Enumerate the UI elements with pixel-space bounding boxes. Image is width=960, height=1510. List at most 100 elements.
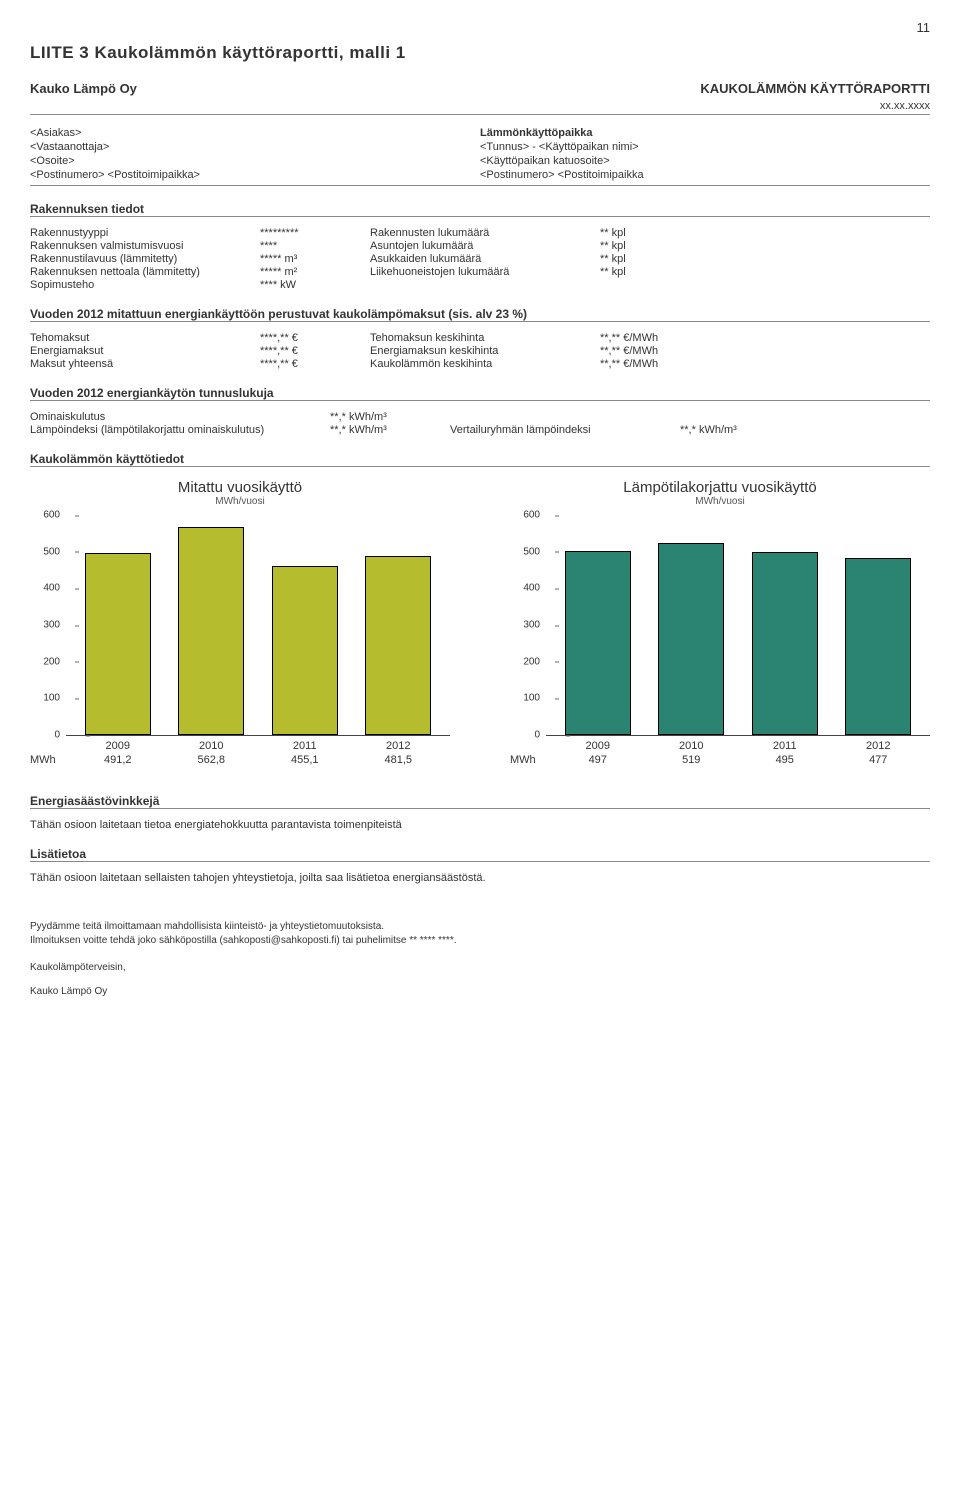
cell: Rakennustilavuus (lämmitetty) — [30, 253, 260, 265]
cell: Liikehuoneistojen lukumäärä — [370, 266, 600, 278]
section-rakennus-title: Rakennuksen tiedot — [30, 202, 930, 217]
info-block: <Asiakas><Vastaanottaja><Osoite><Postinu… — [30, 127, 930, 183]
energiasaasto-text: Tähän osioon laitetaan tietoa energiateh… — [30, 819, 930, 831]
bar — [658, 543, 724, 735]
data-row: Rakennuksen valmistumisvuosi****Asuntoje… — [30, 240, 930, 252]
section-maksut-title: Vuoden 2012 mitattuun energiankäyttöön p… — [30, 307, 930, 322]
cell — [680, 411, 930, 423]
cell: Lämpöindeksi (lämpötilakorjattu ominaisk… — [30, 424, 330, 436]
chart-mitattu: Mitattu vuosikäyttöMWh/vuosi010020030040… — [30, 479, 450, 766]
y-tick: 600 — [523, 510, 540, 521]
x-label: 2009 — [86, 740, 150, 752]
data-row: Maksut yhteensä****,** €Kaukolämmön kesk… — [30, 358, 930, 370]
company-name: Kauko Lämpö Oy — [30, 81, 137, 96]
bar — [365, 556, 431, 735]
x-label: 2011 — [753, 740, 817, 752]
y-tick: 100 — [43, 693, 60, 704]
info-left-line: <Osoite> — [30, 155, 480, 167]
cell: ** kpl — [600, 227, 930, 239]
charts-container: Mitattu vuosikäyttöMWh/vuosi010020030040… — [30, 479, 930, 766]
page-title: LIITE 3 Kaukolämmön käyttöraportti, mall… — [30, 43, 930, 63]
info-right-line: <Postinumero> <Postitoimipaikka — [480, 169, 930, 181]
cell: ****,** € — [260, 332, 370, 344]
y-tick: 300 — [523, 620, 540, 631]
bar — [178, 527, 244, 735]
x-label: 2011 — [273, 740, 337, 752]
cell: ** kpl — [600, 240, 930, 252]
data-row: Sopimusteho**** kW — [30, 279, 930, 291]
data-row: Rakennustilavuus (lämmitetty)***** m³Asu… — [30, 253, 930, 265]
y-tick: 600 — [43, 510, 60, 521]
cell: **,** €/MWh — [600, 345, 930, 357]
cell: Maksut yhteensä — [30, 358, 260, 370]
cell: Rakennusten lukumäärä — [370, 227, 600, 239]
data-row: Rakennustyyppi*********Rakennusten lukum… — [30, 227, 930, 239]
data-row: Rakennuksen nettoala (lämmitetty)***** m… — [30, 266, 930, 278]
cell: Tehomaksun keskihinta — [370, 332, 600, 344]
row-value: 562,8 — [179, 754, 243, 766]
y-tick: 500 — [43, 546, 60, 557]
footer-line1: Pyydämme teitä ilmoittamaan mahdollisist… — [30, 920, 930, 934]
data-row: Lämpöindeksi (lämpötilakorjattu ominaisk… — [30, 424, 930, 436]
chart-subtitle: MWh/vuosi — [30, 496, 450, 507]
y-tick: 200 — [523, 656, 540, 667]
divider — [30, 185, 930, 186]
section-kaytto-title: Kaukolämmön käyttötiedot — [30, 452, 930, 467]
section-tunnus-title: Vuoden 2012 energiankäytön tunnuslukuja — [30, 386, 930, 401]
row-label: MWh — [510, 754, 546, 766]
bar — [565, 551, 631, 735]
cell: Sopimusteho — [30, 279, 260, 291]
info-left-line: <Vastaanottaja> — [30, 141, 480, 153]
row-value: 455,1 — [273, 754, 337, 766]
cell: Asukkaiden lukumäärä — [370, 253, 600, 265]
section-energiasaasto-title: Energiasäästövinkkejä — [30, 794, 930, 809]
bar — [85, 553, 151, 735]
row-value: 519 — [659, 754, 723, 766]
chart-title: Lämpötilakorjattu vuosikäyttö — [510, 479, 930, 496]
row-value: 477 — [846, 754, 910, 766]
info-left-line: <Postinumero> <Postitoimipaikka> — [30, 169, 480, 181]
cell: **,* kWh/m³ — [680, 424, 930, 436]
y-tick: 0 — [534, 730, 540, 741]
cell: **** kW — [260, 279, 370, 291]
x-label: 2012 — [366, 740, 430, 752]
cell: ****,** € — [260, 345, 370, 357]
info-left-line: <Asiakas> — [30, 127, 480, 139]
cell: **,* kWh/m³ — [330, 411, 450, 423]
cell: ***** m³ — [260, 253, 370, 265]
bar — [752, 552, 818, 736]
info-right-line: Lämmönkäyttöpaikka — [480, 127, 930, 139]
lisatietoa-text: Tähän osioon laitetaan sellaisten tahoje… — [30, 872, 930, 884]
cell: **,** €/MWh — [600, 358, 930, 370]
info-right-line: <Käyttöpaikan katuosoite> — [480, 155, 930, 167]
row-value: 497 — [566, 754, 630, 766]
y-tick: 500 — [523, 546, 540, 557]
cell: Asuntojen lukumäärä — [370, 240, 600, 252]
cell — [450, 411, 680, 423]
y-tick: 100 — [523, 693, 540, 704]
row-value: 491,2 — [86, 754, 150, 766]
y-tick: 300 — [43, 620, 60, 631]
section-lisatietoa-title: Lisätietoa — [30, 847, 930, 862]
cell: Rakennustyyppi — [30, 227, 260, 239]
cell: Rakennuksen valmistumisvuosi — [30, 240, 260, 252]
y-tick: 400 — [43, 583, 60, 594]
cell: Tehomaksut — [30, 332, 260, 344]
chart-subtitle: MWh/vuosi — [510, 496, 930, 507]
footer-company: Kauko Lämpö Oy — [30, 985, 930, 999]
page-number: 11 — [30, 20, 930, 35]
x-label: 2009 — [566, 740, 630, 752]
data-row: Energiamaksut****,** €Energiamaksun kesk… — [30, 345, 930, 357]
report-date: xx.xx.xxxx — [30, 100, 930, 112]
cell — [370, 279, 600, 291]
cell: **,* kWh/m³ — [330, 424, 450, 436]
cell: Energiamaksun keskihinta — [370, 345, 600, 357]
row-value: 481,5 — [366, 754, 430, 766]
cell: Vertailuryhmän lämpöindeksi — [450, 424, 680, 436]
cell: ********* — [260, 227, 370, 239]
cell: **,** €/MWh — [600, 332, 930, 344]
row-value: 495 — [753, 754, 817, 766]
y-tick: 200 — [43, 656, 60, 667]
cell: **** — [260, 240, 370, 252]
footer-line2: Ilmoituksen voitte tehdä joko sähköposti… — [30, 934, 930, 948]
